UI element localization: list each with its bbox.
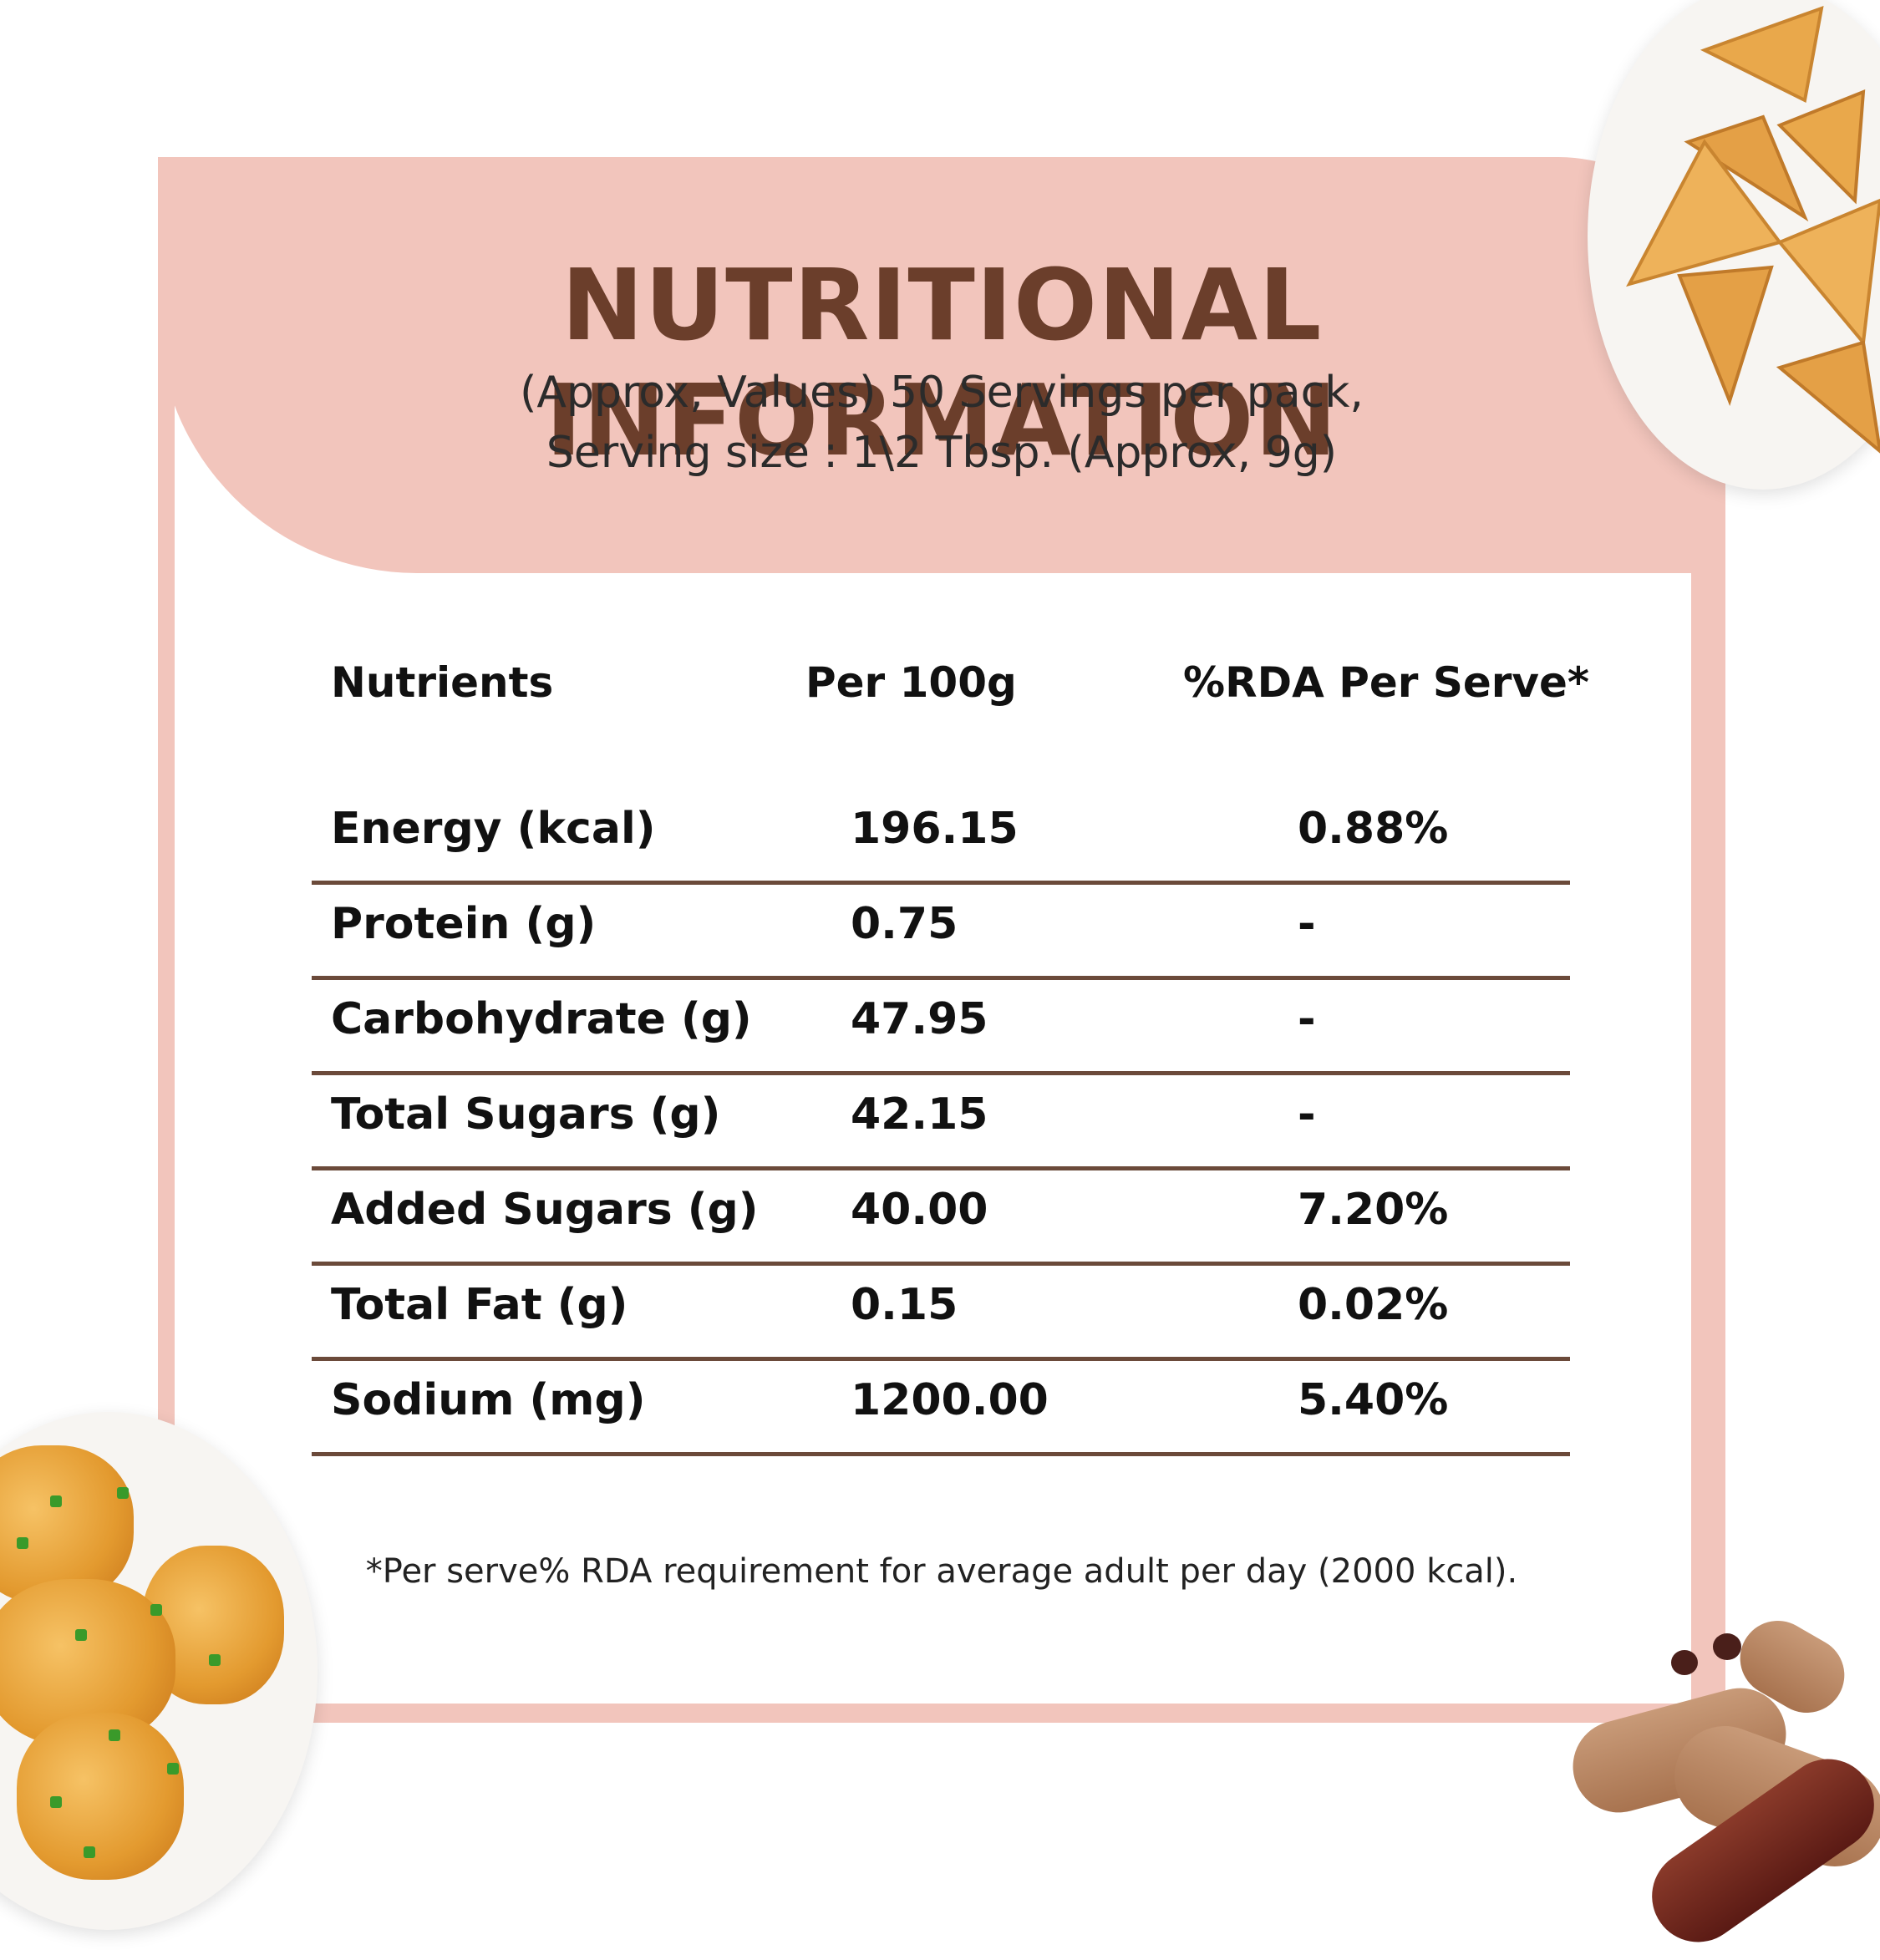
table-row: Added Sugars (g) 40.00 7.20%	[312, 1166, 1570, 1266]
subtitle-servings: (Approx, Values) 50 Servings per pack,	[520, 368, 1364, 418]
table-row: Carbohydrate (g) 47.95 -	[312, 976, 1570, 1075]
nutrient-name: Energy (kcal)	[331, 804, 656, 854]
nutrient-name: Carbohydrate (g)	[331, 994, 752, 1044]
nutrient-name: Protein (g)	[331, 899, 597, 949]
header-per-100g: Per 100g	[805, 658, 1017, 707]
nutrient-per-100g: 47.95	[851, 994, 988, 1044]
nutrient-per-100g: 40.00	[851, 1185, 988, 1235]
header-nutrients: Nutrients	[331, 658, 554, 707]
page-title: NUTRITIONAL INFORMATION	[545, 247, 1339, 478]
nutrient-name: Sodium (mg)	[331, 1375, 646, 1425]
table-row: Protein (g) 0.75 -	[312, 881, 1570, 980]
nutrient-name: Added Sugars (g)	[331, 1185, 759, 1235]
footnote: *Per serve% RDA requirement for average …	[365, 1552, 1518, 1591]
table-row: Energy (kcal) 196.15 0.88%	[312, 785, 1570, 885]
nutrient-rda: -	[1298, 1089, 1316, 1140]
nutrient-rda: 0.88%	[1298, 804, 1449, 854]
nutrient-rda: -	[1298, 994, 1316, 1044]
nutrient-rda: -	[1298, 899, 1316, 949]
header-band	[158, 157, 1725, 573]
header-rda: %RDA Per Serve*	[1183, 658, 1590, 707]
subtitle-serving-size: Serving size : 1\2 Tbsp. (Approx, 9g)	[546, 428, 1338, 478]
table-row: Total Sugars (g) 42.15 -	[312, 1071, 1570, 1170]
nutrient-name: Total Fat (g)	[331, 1280, 628, 1330]
nutrient-per-100g: 196.15	[851, 804, 1019, 854]
nutrient-rda: 0.02%	[1298, 1280, 1449, 1330]
nutrient-name: Total Sugars (g)	[331, 1089, 721, 1140]
nutrient-per-100g: 42.15	[851, 1089, 988, 1140]
nutrient-rda: 5.40%	[1298, 1375, 1449, 1425]
nutrient-per-100g: 1200.00	[851, 1375, 1049, 1425]
table-row: Sodium (mg) 1200.00 5.40%	[312, 1357, 1570, 1456]
nutrient-rda: 7.20%	[1298, 1185, 1449, 1235]
nutrient-per-100g: 0.15	[851, 1280, 958, 1330]
nutrient-per-100g: 0.75	[851, 899, 958, 949]
table-row: Total Fat (g) 0.15 0.02%	[312, 1262, 1570, 1361]
